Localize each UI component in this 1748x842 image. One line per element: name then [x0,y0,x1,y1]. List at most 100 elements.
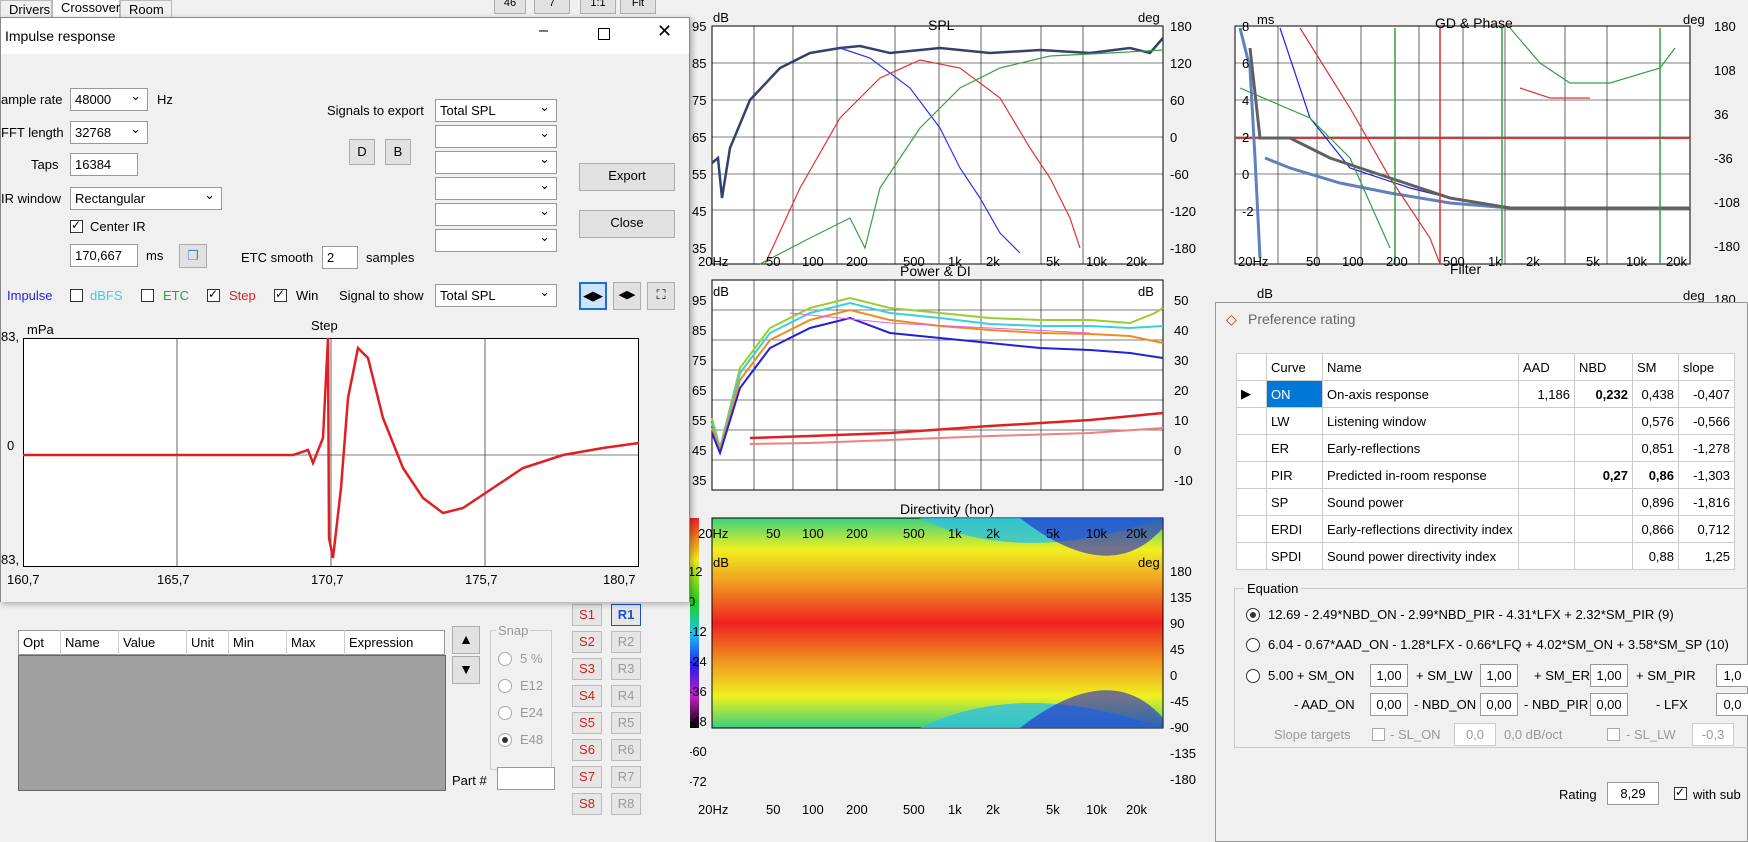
step-checkbox[interactable] [207,287,220,302]
parameters-table-body[interactable] [18,655,446,791]
center-value-input[interactable]: 170,667 [70,244,138,267]
nbd-on-input[interactable]: 0,00 [1480,693,1518,716]
r6-button[interactable]: R6 [611,739,641,761]
power-di-chart: Power & DI [711,263,1164,491]
snap-5-radio[interactable] [498,652,512,666]
with-sub-label: with sub [1693,787,1741,802]
s6-button[interactable]: S6 [572,739,602,761]
nbd-pir-input[interactable]: 0,00 [1590,693,1628,716]
r4-button[interactable]: R4 [611,685,641,707]
etc-cb-label: ETC [163,288,189,303]
sl-on-checkbox[interactable] [1372,728,1385,741]
tab-room[interactable]: Room [120,0,172,20]
sample-rate-select[interactable]: 48000 [70,85,148,111]
eq1-label: 12.69 - 2.49*NBD_ON - 2.99*NBD_PIR - 4.3… [1268,607,1674,622]
part-input[interactable] [497,767,555,790]
fft-label: FFT length [1,125,64,140]
eq3-radio[interactable] [1246,669,1260,683]
r2-button[interactable]: R2 [611,631,641,653]
table-row[interactable]: ▶ ON On-axis response 1,186 0,232 0,438 -0,407 [1236,380,1735,408]
fit-icon[interactable]: ⛶ [647,282,675,310]
dbfs-checkbox[interactable] [70,289,83,302]
taps-input[interactable]: 16384 [70,153,138,176]
tab-crossover[interactable]: Crossover [52,0,120,18]
r3-button[interactable]: R3 [611,658,641,680]
sm-lw-input[interactable]: 1,00 [1480,664,1518,687]
signal5-select[interactable] [435,200,557,226]
table-row[interactable]: SPDI Sound power directivity index 0,88 1,2… [1236,542,1735,570]
signal2-select[interactable] [435,122,557,148]
fft-select[interactable]: 32768 [70,118,148,144]
table-row[interactable]: PIR Predicted in-room response 0,27 0,86 -1,… [1236,461,1735,489]
s2-button[interactable]: S2 [572,631,602,653]
signal1-select[interactable]: Total SPL [435,96,557,122]
impulse-dialog: Impulse response – ✕ ample rate 48000 Hz… [0,17,690,602]
table-row[interactable]: SP Sound power 0,896 -1,816 [1236,488,1735,516]
signal6-select[interactable] [435,226,557,252]
b-button[interactable]: B [385,139,411,165]
equation-label: Equation [1244,581,1302,596]
plot-ymid: 0 [7,438,15,453]
s4-button[interactable]: S4 [572,685,602,707]
snap-e48-radio[interactable] [498,733,512,747]
eq3-label: 5.00 + SM_ON [1268,668,1355,683]
snap-e12-radio[interactable] [498,679,512,693]
one-to-one-button[interactable]: 1:1 [580,0,616,14]
signal3-select[interactable] [435,148,557,174]
s8-button[interactable]: S8 [572,793,602,815]
table-row[interactable]: ERDI Early-reflections directivity index 0… [1236,515,1735,543]
sl-on-input[interactable]: 0,0 [1454,723,1496,746]
with-sub-checkbox[interactable] [1674,785,1687,800]
window-select[interactable]: Rectangular [70,184,222,210]
zoom-button[interactable]: 46 [494,0,526,14]
power-r-unit: dB [1138,284,1154,299]
snap-e24-radio[interactable] [498,706,512,720]
dialog-title: Impulse response [5,28,116,44]
sl-lw-input[interactable]: -0,3 [1692,723,1734,746]
power-title: Power & DI [900,263,971,279]
sm-pir-label: + SM_PIR [1636,668,1696,683]
sm-er-input[interactable]: 1,00 [1590,664,1628,687]
gd-y-unit: ms [1257,12,1275,27]
r7-button[interactable]: R7 [611,766,641,788]
minimize-icon[interactable]: – [539,22,548,39]
move-down-button[interactable]: ▼ [452,656,480,684]
s7-button[interactable]: S7 [572,766,602,788]
step-xticks: 160,7 165,7 170,7 175,7 180,7 [7,572,636,587]
d-button[interactable]: D [349,139,375,165]
s5-button[interactable]: S5 [572,712,602,734]
signal4-select[interactable] [435,174,557,200]
sm-on-input[interactable]: 1,00 [1370,664,1408,687]
show-select[interactable]: Total SPL [435,281,557,307]
close-button[interactable]: Close [579,210,675,238]
spl-chart: SPL [711,17,1164,265]
s3-button[interactable]: S3 [572,658,602,680]
r8-button[interactable]: R8 [611,793,641,815]
sm-pir-input[interactable]: 1,0 [1716,664,1748,687]
table-row[interactable]: ER Early-reflections 0,851 -1,278 [1236,434,1735,462]
step-button[interactable]: 7 [534,0,570,14]
etc-input[interactable]: 2 [322,246,358,269]
table-row[interactable]: LW Listening window 0,576 -0,566 [1236,407,1735,435]
eq1-radio[interactable] [1246,608,1260,622]
fit-button[interactable]: Fit [620,0,656,14]
export-button[interactable]: Export [579,163,675,191]
aad-on-input[interactable]: 0,00 [1370,693,1408,716]
center-ir-checkbox[interactable] [70,218,83,233]
eq2-radio[interactable] [1246,638,1260,652]
win-checkbox[interactable] [274,287,287,302]
tab-drivers[interactable]: Drivers [0,0,52,20]
r5-button[interactable]: R5 [611,712,641,734]
etc-checkbox[interactable] [141,289,154,302]
close-icon[interactable]: ✕ [657,21,673,41]
maximize-icon[interactable] [598,28,610,40]
equation-group [1234,588,1748,748]
s1-button[interactable]: S1 [572,604,602,626]
sl-lw-checkbox[interactable] [1607,728,1620,741]
move-up-button[interactable]: ▲ [452,626,480,654]
zoom-out-icon[interactable]: ◀▶ [613,282,641,310]
r1-button[interactable]: R1 [611,604,641,626]
zoom-in-icon[interactable]: ◀▶ [579,282,607,310]
copy-icon[interactable]: ❐ [179,244,207,268]
lfx-input[interactable]: 0,0 [1716,693,1748,716]
